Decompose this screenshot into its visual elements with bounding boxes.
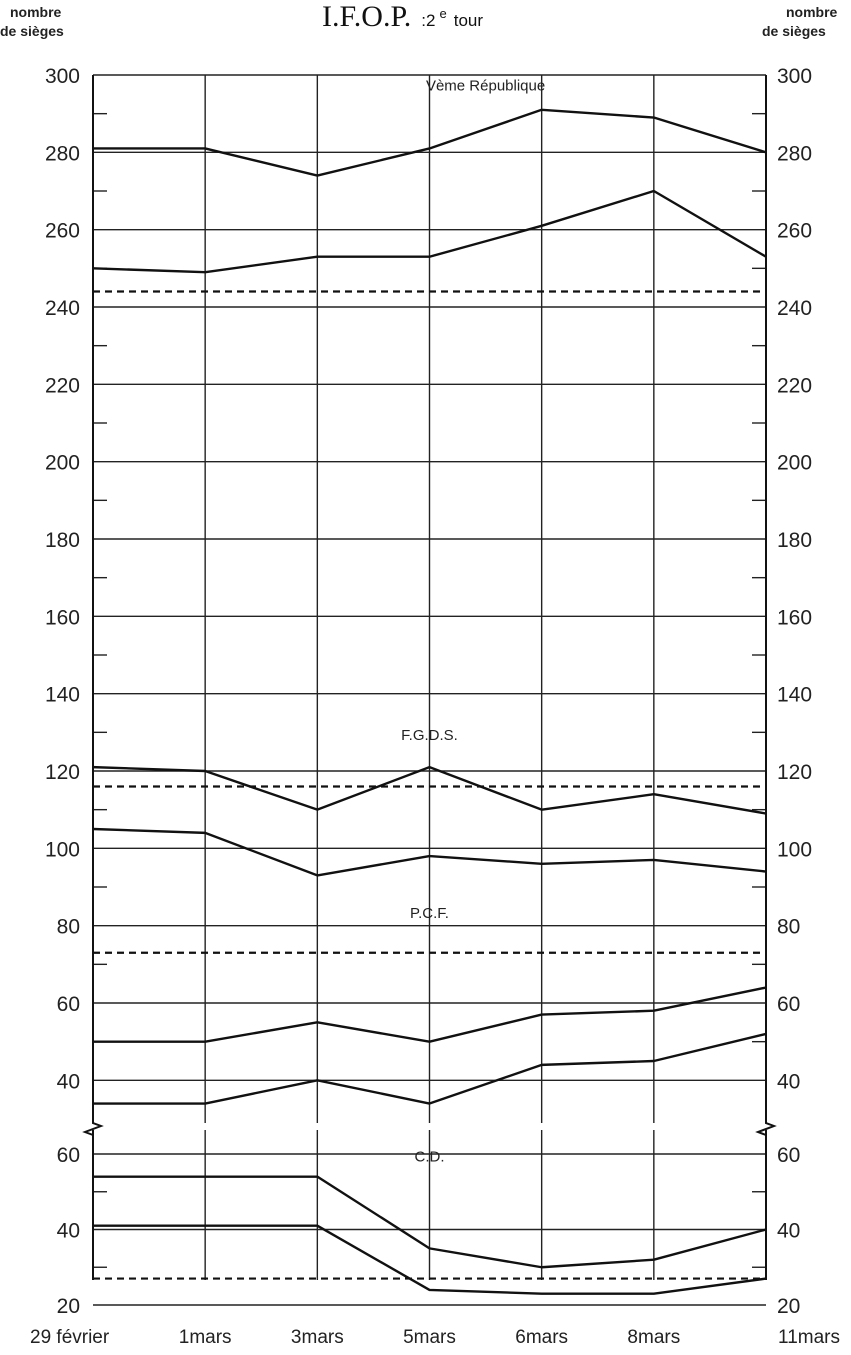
top-y-tick-left: 260 <box>45 220 80 243</box>
plot-layer: 40 40 60 60 80 80 100 100 120 120 140 140 160 160 180 1… <box>30 65 840 1348</box>
top-series-line <box>92 189 767 274</box>
top-y-tick-left: 240 <box>45 297 80 320</box>
top-annotation: Vème République <box>426 77 545 94</box>
top-annotation: F.G.D.S. <box>401 727 458 744</box>
top-y-tick-left: 40 <box>57 1070 80 1093</box>
top-y-tick-left: 220 <box>45 374 80 397</box>
top-y-tick-left: 180 <box>45 529 80 552</box>
left-axis-break <box>82 1118 104 1136</box>
top-y-tick-left: 200 <box>45 452 80 475</box>
top-y-tick-right: 140 <box>777 684 812 707</box>
top-y-tick-right: 60 <box>777 993 800 1016</box>
bottom-y-tick-right: 20 <box>777 1295 800 1318</box>
top-y-tick-left: 280 <box>45 142 80 165</box>
right-axis-label-line1: nombre <box>786 4 838 20</box>
top-series-line <box>93 986 767 1043</box>
top-y-tick-right: 160 <box>777 606 812 629</box>
right-axis-break <box>755 1118 777 1136</box>
title-text: I.F.O.P. <box>322 0 411 33</box>
top-y-tick-right: 280 <box>777 142 812 165</box>
top-y-tick-right: 200 <box>777 452 812 475</box>
x-tick-label: 3mars <box>291 1327 344 1348</box>
left-axis-label-line1: nombre <box>10 4 62 20</box>
right-axis-label-line2: de sièges <box>762 23 826 39</box>
top-series-line <box>93 1032 767 1105</box>
top-y-tick-left: 160 <box>45 606 80 629</box>
bottom-annotation: C.D. <box>415 1149 445 1166</box>
top-y-tick-left: 120 <box>45 761 80 784</box>
top-annotation: P.C.F. <box>410 905 449 922</box>
axis-break <box>82 1118 777 1136</box>
chart-title: I.F.O.P. :2 e tour <box>322 0 483 33</box>
top-y-tick-right: 300 <box>777 65 812 88</box>
top-y-tick-right: 240 <box>777 297 812 320</box>
bottom-y-tick-right: 60 <box>777 1144 800 1167</box>
x-tick-label: 8mars <box>627 1327 680 1348</box>
subtitle-prefix: :2 <box>421 11 435 30</box>
bottom-y-tick-right: 40 <box>777 1220 800 1243</box>
bottom-series-line <box>93 1175 767 1269</box>
left-axis-label-line2: de sièges <box>0 23 64 39</box>
bottom-series-line <box>93 1224 767 1295</box>
top-series-line <box>93 108 767 177</box>
top-y-tick-right: 40 <box>777 1070 800 1093</box>
top-y-tick-left: 80 <box>57 916 80 939</box>
bottom-y-tick-left: 60 <box>57 1144 80 1167</box>
top-series-line <box>92 765 767 815</box>
subtitle-suffix: tour <box>454 11 484 30</box>
x-tick-label: 29 février <box>30 1327 110 1348</box>
bottom-y-tick-left: 20 <box>57 1295 80 1318</box>
top-y-tick-left: 100 <box>45 838 80 861</box>
subtitle-sup: e <box>439 6 446 21</box>
top-y-tick-right: 80 <box>777 916 800 939</box>
top-y-tick-right: 180 <box>777 529 812 552</box>
top-y-tick-right: 220 <box>777 374 812 397</box>
top-y-tick-right: 260 <box>777 220 812 243</box>
x-tick-label: 6mars <box>515 1327 568 1348</box>
x-tick-label: 5mars <box>403 1327 456 1348</box>
top-y-tick-right: 100 <box>777 838 812 861</box>
top-series-line <box>92 827 767 877</box>
top-y-tick-left: 140 <box>45 684 80 707</box>
x-tick-label: 11mars <box>778 1327 840 1348</box>
top-y-tick-right: 120 <box>777 761 812 784</box>
top-y-tick-left: 300 <box>45 65 80 88</box>
x-tick-label: 1mars <box>179 1327 232 1348</box>
bottom-y-tick-left: 40 <box>57 1220 80 1243</box>
top-y-tick-left: 60 <box>57 993 80 1016</box>
